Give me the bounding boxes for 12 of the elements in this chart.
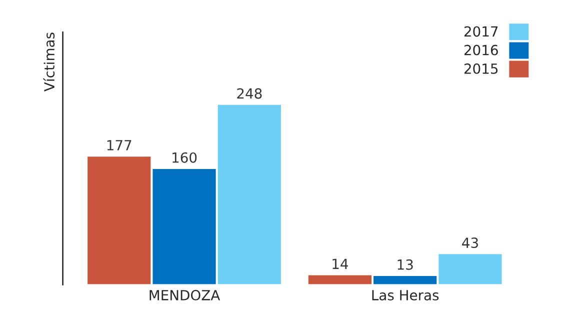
legend-label: 2015 [464, 63, 498, 74]
data-label: 160 [172, 152, 197, 163]
legend-label: 2017 [464, 26, 498, 37]
data-label: 177 [107, 140, 132, 150]
x-tick-label: Las Heras [372, 290, 439, 300]
legend-label: 2016 [464, 44, 498, 56]
x-tick-label: MENDOZA [150, 290, 220, 300]
data-label: 248 [237, 88, 262, 99]
y-axis-title: Víctimas [43, 32, 55, 92]
data-label: 13 [398, 259, 413, 270]
data-label: 43 [462, 238, 478, 248]
data-label: 14 [332, 258, 348, 269]
